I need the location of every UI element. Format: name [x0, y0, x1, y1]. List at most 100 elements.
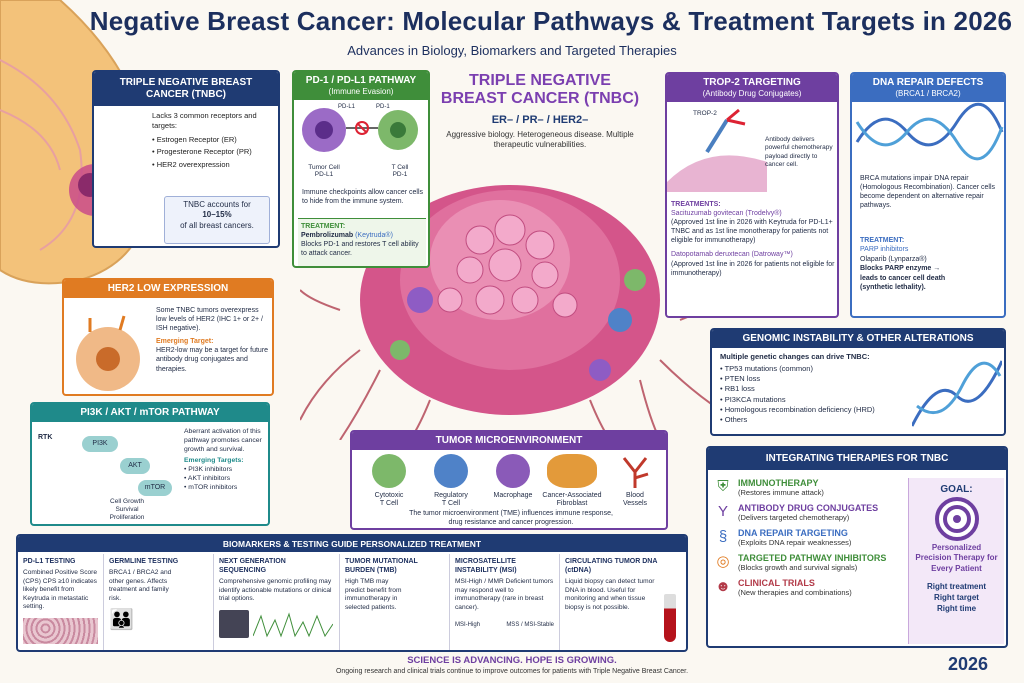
dna-drug: PARP inhibitors [860, 246, 909, 254]
goal-right: Right treatment [926, 582, 987, 592]
tme-cell-label: T Cell [379, 500, 399, 508]
pi3k-header: PI3K / AKT / mTOR PATHWAY [32, 404, 268, 422]
rtk-node: RTK [38, 434, 53, 441]
genomic-item: TP53 mutations (common) [720, 364, 900, 374]
biomarker-col-title: NEXT GENERATION SEQUENCING [219, 558, 286, 575]
tme-cell-blood-vessels: Blood Vessels [600, 454, 666, 509]
integrating-item-sub: (Blocks growth and survival signals) [738, 563, 858, 572]
tme-cell-label: Fibroblast [556, 500, 588, 508]
integrating-item: ◎ TARGETED PATHWAY INHIBITORS (Blocks gro… [714, 553, 902, 572]
target-icon [934, 497, 979, 541]
biomarker-col: GERMLINE TESTING BRCA1 / BRCA2 and other… [104, 554, 214, 650]
sequencing-trace-icon [253, 612, 333, 638]
goal-label: GOAL: [940, 484, 973, 495]
biomarker-col: NEXT GENERATION SEQUENCING Comprehensive… [214, 554, 340, 650]
genomic-header: GENOMIC INSTABILITY & OTHER ALTERATIONS [712, 330, 1004, 348]
pi3k-node: PI3K [82, 436, 118, 452]
tme-box: TUMOR MICROENVIRONMENT Cytotoxic T Cell … [350, 430, 668, 530]
trop2-box: TROP-2 TARGETING (Antibody Drug Conjugat… [665, 72, 839, 318]
biomarker-col: MICROSATELLITE INSTABILITY (MSI) MSI-Hig… [450, 554, 560, 650]
page-title: Triple Negative Breast Cancer: Molecular… [11, 6, 1013, 36]
genomic-intro: Multiple genetic changes can drive TNBC: [720, 352, 870, 361]
pi3k-target: AKT inhibitors [184, 475, 268, 484]
dna-drug-desc2: leads to cancer cell death [860, 274, 946, 282]
trop2-treat-label: TREATMENTS: [671, 201, 721, 208]
biomarkers-box: BIOMARKERS & TESTING GUIDE PERSONALIZED … [16, 534, 688, 652]
biomarker-col-title: MICROSATELLITE INSTABILITY (MSI) [455, 558, 517, 575]
tnbc-intro: Lacks 3 common receptors and targets: [152, 111, 257, 130]
integrating-item: ☻ CLINICAL TRIALS (New therapies and comb… [714, 578, 902, 597]
antibody-icon: Y [717, 503, 728, 520]
pd1-treat-drug: Pembrolizumab [301, 232, 354, 240]
her2-description: Some TNBC tumors overexpress low levels … [156, 307, 263, 333]
biomarker-col-text: Liquid biopsy can detect tumor DNA in bl… [565, 578, 655, 611]
tnbc-prevalence-note: TNBC accounts for 10–15% of all breast c… [164, 196, 270, 244]
pd1-treatment: TREATMENT: Pembrolizumab (Keytruda®) Blo… [298, 218, 426, 266]
genomic-item: PTEN loss [720, 374, 900, 384]
trop2-label: TROP-2 [693, 110, 717, 117]
dna-treat-label: TREATMENT: [860, 237, 905, 244]
dna-header: DNA REPAIR DEFECTS (BRCA1 / BRCA2) [852, 74, 1004, 102]
genomic-item: Homologous recombination deficiency (HRD… [720, 405, 900, 415]
fibroblast-icon [547, 454, 597, 488]
pi3k-description: Aberrant activation of this pathway prom… [184, 428, 262, 453]
biomarker-col-title: PD-L1 TESTING [23, 558, 76, 565]
dna-drug-name: Olaparib (Lynparza®) [860, 255, 927, 263]
trop2-drug2-desc: (Approved 1st line in 2026 for patients … [671, 260, 835, 277]
center-description: Aggressive biology. Heterogeneous diseas… [446, 130, 634, 150]
integrating-item: ⛨ IMMUNOTHERAPY (Restores immune attack) [714, 478, 902, 497]
her2-target-label: Emerging Target: [156, 338, 214, 346]
biomarker-col-title: TUMOR MUTATIONAL BURDEN (TMB) [345, 558, 418, 575]
pd1-header: PD-1 / PD-L1 PATHWAY (Immune Evasion) [294, 72, 428, 100]
pi3k-outcome: Cell Growth [110, 498, 144, 505]
biomarker-col-text: MSI-High / MMR Deficient tumors may resp… [455, 578, 554, 611]
tme-cell-label: Regulatory [434, 492, 468, 499]
people-icon: ☻ [715, 578, 731, 595]
trop2-header: TROP-2 TARGETING (Antibody Drug Conjugat… [667, 74, 837, 102]
pd1-treat-label: TREATMENT: [301, 223, 346, 230]
her2-cell-illustration [76, 315, 140, 391]
genomic-item: RB1 loss [720, 384, 900, 394]
dna-treatment: TREATMENT: PARP inhibitors Olaparib (Lyn… [860, 236, 1002, 293]
adc-diagram [667, 108, 767, 192]
trop2-drug1-desc: (Approved 1st line in 2026 with Keytruda… [671, 219, 833, 245]
biomarker-col-text: High TMB may predict benefit from immuno… [345, 578, 402, 611]
her2-header: HER2 LOW EXPRESSION [64, 280, 272, 298]
tme-cell-macrophage: Macrophage [478, 454, 548, 500]
biomarker-col-text: Combined Positive Score (CPS) CPS ≥10 in… [23, 569, 98, 611]
tme-cell-label: Blood [626, 492, 644, 499]
page-subtitle: Advances in Biology, Biomarkers and Targ… [347, 43, 677, 58]
biomarker-col: CIRCULATING TUMOR DNA (ctDNA) Liquid bio… [560, 554, 686, 650]
tumor-cell-label: Tumor Cell [308, 164, 340, 171]
biomarker-col: PD-L1 TESTING Combined Positive Score (C… [18, 554, 104, 650]
integrating-item: § DNA REPAIR TARGETING (Exploits DNA repa… [714, 528, 902, 547]
mtor-node: mTOR [138, 480, 172, 496]
tnbc-box-header: TRIPLE NEGATIVE BREAST CANCER (TNBC) [94, 72, 278, 106]
goal-right: Right target [934, 592, 979, 602]
tme-cell-label: Cancer-Associated [542, 492, 602, 499]
target-icon: ◎ [716, 553, 730, 570]
genomic-item: Others [720, 415, 900, 425]
integrating-item-sub: (New therapies and combinations) [738, 588, 852, 597]
msi-stable-label: MSS / MSI-Stable [506, 622, 554, 629]
tumor-illustration [300, 185, 720, 440]
center-title-line2: BREAST CANCER (TNBC) [440, 90, 640, 107]
integrating-item-title: IMMUNOTHERAPY [738, 478, 819, 488]
goal-right: Right time [936, 603, 977, 613]
pd1-treat-desc: Blocks PD-1 and restores T cell ability … [301, 241, 419, 258]
pi3k-box: PI3K / AKT / mTOR PATHWAY RTK PI3K AKT m… [30, 402, 270, 526]
dna-header-title: DNA REPAIR DEFECTS [872, 77, 984, 88]
pd1-description: Immune checkpoints allow cancer cells to… [302, 189, 423, 206]
tnbc-box: TRIPLE NEGATIVE BREAST CANCER (TNBC) Lac… [92, 70, 280, 248]
biomarker-col-text: BRCA1 / BRCA2 and other genes. Affects t… [109, 569, 172, 602]
blood-tube-icon [664, 594, 676, 642]
pi3k-target: PI3K inhibitors [184, 466, 268, 475]
sequencer-icon [219, 609, 249, 638]
trop2-header-title: TROP-2 TARGETING [703, 77, 801, 88]
center-title-line1: TRIPLE NEGATIVE [469, 72, 611, 89]
tnbc-item: Estrogen Receptor (ER) [152, 135, 271, 145]
pd1-treat-brand: (Keytruda®) [355, 232, 393, 240]
integrating-box: INTEGRATING THERAPIES FOR TNBC ⛨ IMMUNOT… [706, 446, 1008, 648]
t-cell-icon [372, 454, 406, 488]
footer-year: 2026 [947, 654, 988, 674]
